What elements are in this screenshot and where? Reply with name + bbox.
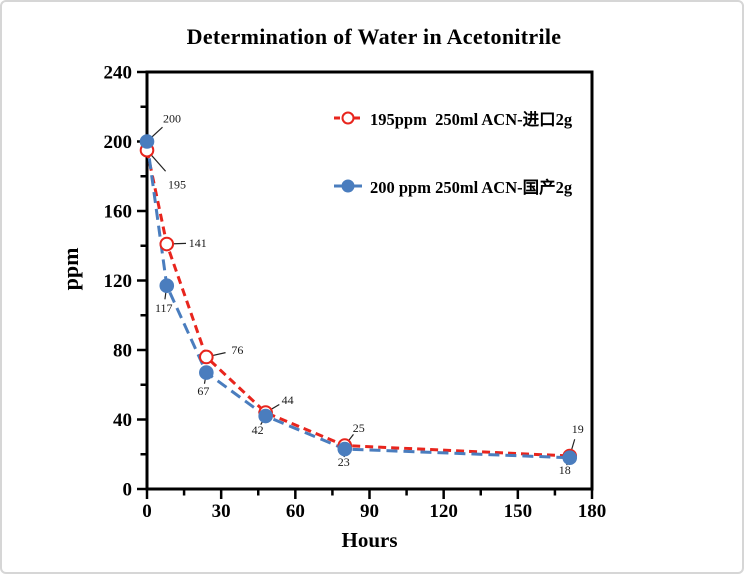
y-tick-label: 40 <box>113 410 132 431</box>
point-label: 141 <box>189 236 207 250</box>
x-tick-label: 180 <box>578 501 607 522</box>
point-label: 18 <box>559 463 571 477</box>
y-tick-label: 120 <box>104 271 133 292</box>
data-point-filled <box>199 365 214 380</box>
series-line-1 <box>145 141 570 460</box>
point-label: 25 <box>353 421 365 435</box>
point-label: 195 <box>168 177 186 191</box>
x-tick-label: 60 <box>286 501 305 522</box>
data-point-filled <box>337 441 353 457</box>
plot-frame <box>145 70 594 491</box>
point-label: 200 <box>163 112 181 126</box>
point-label: 67 <box>197 384 209 398</box>
x-tick-label: 30 <box>212 501 231 522</box>
legend-item: 200 ppm 250ml ACN-国产2g <box>333 174 572 198</box>
point-label: 76 <box>231 343 243 357</box>
chart-title: Determination of Water in Acetonitrile <box>186 24 562 49</box>
y-tick-label: 0 <box>123 480 133 501</box>
data-point-filled <box>258 408 273 424</box>
legend-marker-filled-circle-icon <box>334 179 362 193</box>
data-point-open <box>199 349 214 365</box>
data-point-filled <box>159 278 175 294</box>
y-axis-label: ppm <box>58 247 83 291</box>
data-point-open <box>159 236 175 252</box>
x-tick-label: 0 <box>142 501 152 522</box>
x-tick-label: 150 <box>504 501 533 522</box>
legend: 195ppm 250ml ACN-进口2g 200 ppm 250ml ACN-国… <box>333 106 572 198</box>
legend-item: 195ppm 250ml ACN-进口2g <box>333 106 572 130</box>
y-tick-label: 200 <box>104 132 133 153</box>
point-label: 19 <box>572 422 584 436</box>
x-tick-label: 90 <box>360 501 379 522</box>
point-label: 117 <box>155 301 173 315</box>
x-tick-label: 120 <box>429 501 458 522</box>
legend-label: 195ppm 250ml ACN-进口2g <box>370 110 573 129</box>
y-tick-label: 80 <box>113 341 132 362</box>
point-label: 42 <box>252 423 264 437</box>
series-line-0 <box>145 149 570 458</box>
y-tick-label: 240 <box>104 63 133 84</box>
legend-marker-open-circle-icon <box>334 111 362 125</box>
data-point-filled <box>562 450 578 466</box>
legend-label: 200 ppm 250ml ACN-国产2g <box>370 178 573 197</box>
point-label: 23 <box>338 455 350 469</box>
x-axis-label: Hours <box>341 528 398 552</box>
point-label: 44 <box>282 393 294 407</box>
data-point-filled <box>139 134 155 149</box>
y-tick-label: 160 <box>104 202 133 223</box>
